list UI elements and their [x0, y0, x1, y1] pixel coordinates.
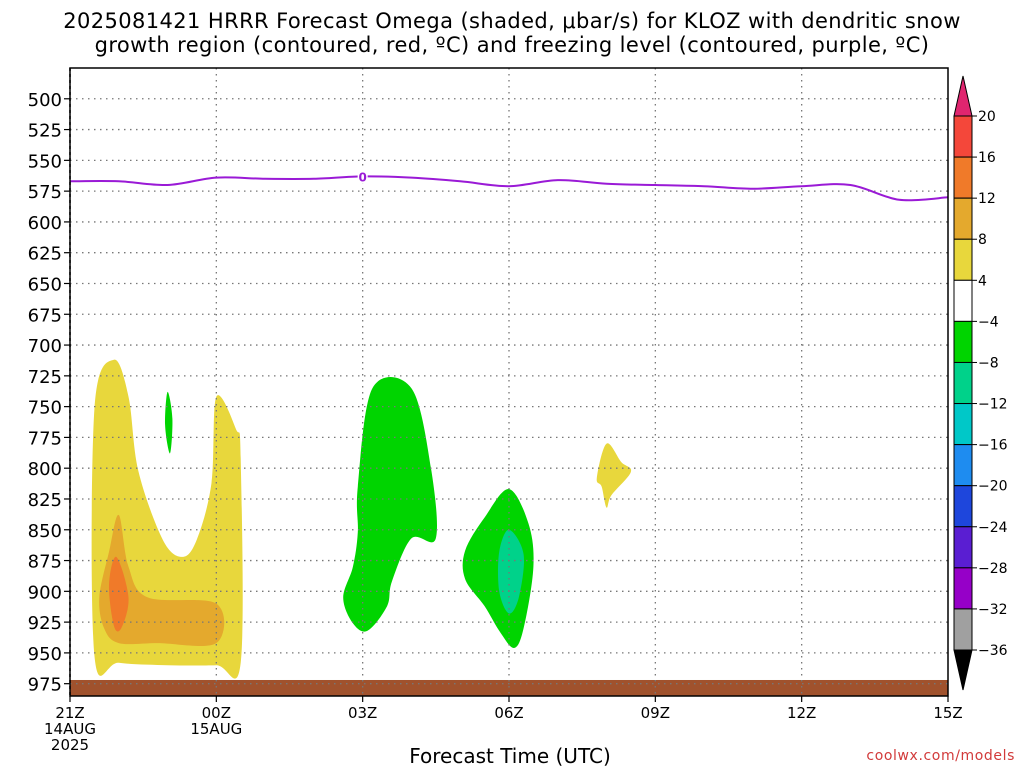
- x-tick-label: 09Z: [641, 704, 670, 722]
- colorbar-box: [953, 526, 973, 569]
- omega-region-green-large: [343, 376, 438, 632]
- y-tick-label: 650: [28, 274, 62, 295]
- y-tick-label: 500: [28, 90, 62, 111]
- omega-shading-layer: [91, 359, 632, 679]
- chart-title-line1: 2025081421 HRRR Forecast Omega (shaded, …: [63, 9, 961, 33]
- colorbar-box: [953, 238, 973, 281]
- freezing-level-layer: 0: [69, 169, 949, 202]
- colorbar-label: 4: [978, 273, 987, 289]
- x-tick-label: 2025: [51, 736, 89, 754]
- freezing-level-label: 0: [358, 170, 366, 184]
- y-tick-label: 750: [28, 398, 62, 419]
- terrain-fill: [70, 679, 948, 696]
- y-tick-label: 875: [28, 552, 62, 573]
- x-tick-label: 12Z: [787, 704, 816, 722]
- y-tick-label: 675: [28, 305, 62, 326]
- colorbar-bottom-arrow: [953, 649, 973, 691]
- omega-region-dark-orange-core: [108, 556, 129, 632]
- colorbar-box: [953, 444, 973, 487]
- colorbar-label: −28: [978, 561, 1008, 577]
- colorbar-label: 16: [978, 150, 996, 166]
- omega-region-yellow-right-blob: [596, 443, 632, 508]
- freezing-level-label-bg: [357, 169, 368, 184]
- credit-text: coolwx.com/models: [866, 748, 1015, 764]
- x-axis-label: Forecast Time (UTC): [409, 744, 611, 768]
- colorbar-label: −8: [978, 355, 999, 371]
- colorbar-box: [953, 361, 973, 405]
- colorbar-box: [953, 197, 973, 240]
- colorbar-label: 20: [978, 109, 996, 125]
- y-tick-label: 850: [28, 521, 62, 542]
- colorbar-label: −24: [978, 520, 1008, 536]
- y-tick-label: 900: [28, 582, 62, 603]
- y-tick-label: 600: [28, 213, 62, 234]
- freezing-level-line: [69, 175, 949, 202]
- omega-region-green-small-streak: [165, 391, 173, 454]
- terrain-layer: [70, 679, 948, 696]
- y-tick-label: 775: [28, 428, 62, 449]
- x-tick-label: 15AUG: [190, 720, 242, 738]
- y-tick-label: 525: [28, 121, 62, 142]
- y-tick-label: 700: [28, 336, 62, 357]
- colorbar-label: 8: [978, 232, 987, 248]
- x-tick-label: 06Z: [494, 704, 523, 722]
- x-tick-label: 00Z: [202, 704, 231, 722]
- y-tick-label: 800: [28, 459, 62, 480]
- y-tick-label: 825: [28, 490, 62, 511]
- colorbar-box: [953, 156, 973, 199]
- omega-region-orange-region: [99, 514, 225, 646]
- y-tick-label: 950: [28, 644, 62, 665]
- colorbar-box: [953, 279, 973, 322]
- x-tick-label: 21Z: [55, 704, 84, 722]
- colorbar-label: −12: [978, 397, 1008, 413]
- colorbar-box: [953, 403, 973, 446]
- colorbar-box: [953, 485, 973, 528]
- colorbar-box: [953, 115, 973, 158]
- axes-layer: 500 525 550 575 600 625 650 675 700 725 750 775 800 8…: [28, 67, 963, 754]
- chart-title-line2: growth region (contoured, red, ºC) and f…: [94, 33, 930, 57]
- colorbar-label: −4: [978, 314, 999, 330]
- x-tick-label: 14AUG: [44, 720, 96, 738]
- x-tick-label: 03Z: [348, 704, 377, 722]
- y-tick-label: 575: [28, 182, 62, 203]
- colorbar-label: −32: [978, 602, 1008, 618]
- colorbar: 20 16 12 8 4 −4 −8 −12 −16 −20 −24 −28 −32 −36: [953, 75, 1008, 691]
- omega-region-teal-core: [498, 529, 525, 614]
- grid-layer: [70, 68, 948, 696]
- colorbar-label: −36: [978, 643, 1008, 659]
- y-tick-label: 975: [28, 675, 62, 696]
- y-tick-label: 725: [28, 367, 62, 388]
- colorbar-top-arrow: [953, 75, 973, 117]
- y-tick-label: 925: [28, 613, 62, 634]
- colorbar-box: [953, 320, 973, 363]
- colorbar-label: −20: [978, 479, 1008, 495]
- colorbar-box: [953, 567, 973, 610]
- colorbar-box: [953, 608, 973, 651]
- y-tick-label: 550: [28, 151, 62, 172]
- y-tick-label: 625: [28, 244, 62, 265]
- x-tick-label: 15Z: [933, 704, 962, 722]
- colorbar-label: 12: [978, 191, 996, 207]
- colorbar-label: −16: [978, 438, 1008, 454]
